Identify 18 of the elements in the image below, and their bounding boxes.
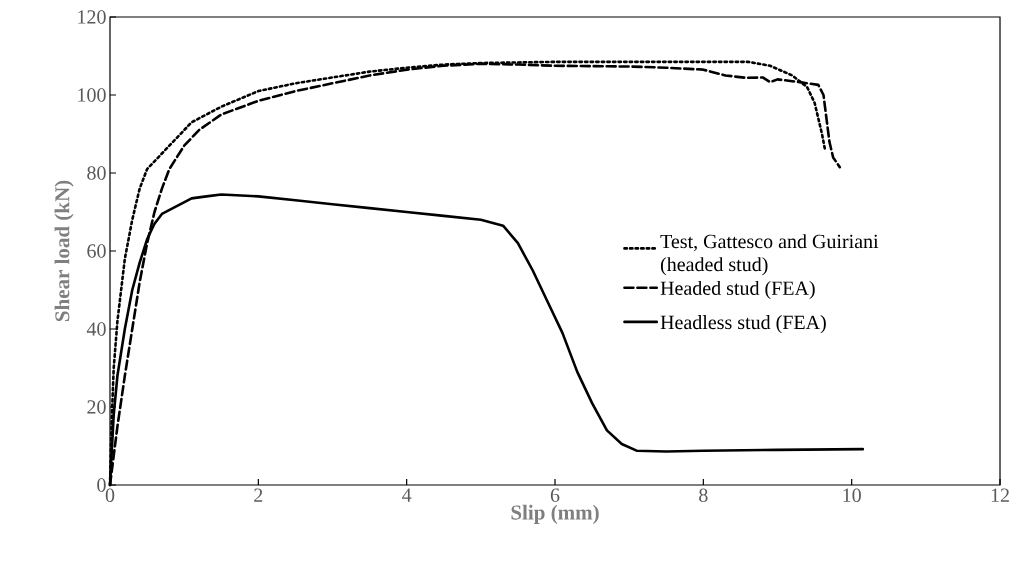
- y-tick-label: 120: [78, 10, 106, 24]
- x-tick-label: 8: [699, 488, 708, 503]
- x-tick-label: 10: [843, 488, 861, 503]
- y-tick-label: 0: [97, 478, 106, 492]
- y-tick-label: 40: [86, 322, 106, 336]
- legend-label: Headless stud (FEA): [660, 315, 826, 334]
- y-tick-label: 60: [87, 244, 106, 258]
- x-axis-title: Slip (mm): [511, 504, 599, 524]
- y-tick-label: 80: [87, 166, 106, 180]
- x-tick-label: 6: [550, 488, 560, 502]
- x-tick-label: 4: [402, 488, 412, 502]
- x-tick-label: 12: [991, 488, 1009, 502]
- y-tick-label: 100: [78, 88, 106, 102]
- legend-label: Test, Gattesco and Guiriani (headed stud): [660, 234, 879, 276]
- x-tick-label: 2: [254, 488, 263, 502]
- y-tick-label: 20: [87, 400, 106, 414]
- legend-label: Headed stud (FEA): [660, 280, 815, 300]
- y-axis-title: Shear load (kN): [54, 180, 74, 322]
